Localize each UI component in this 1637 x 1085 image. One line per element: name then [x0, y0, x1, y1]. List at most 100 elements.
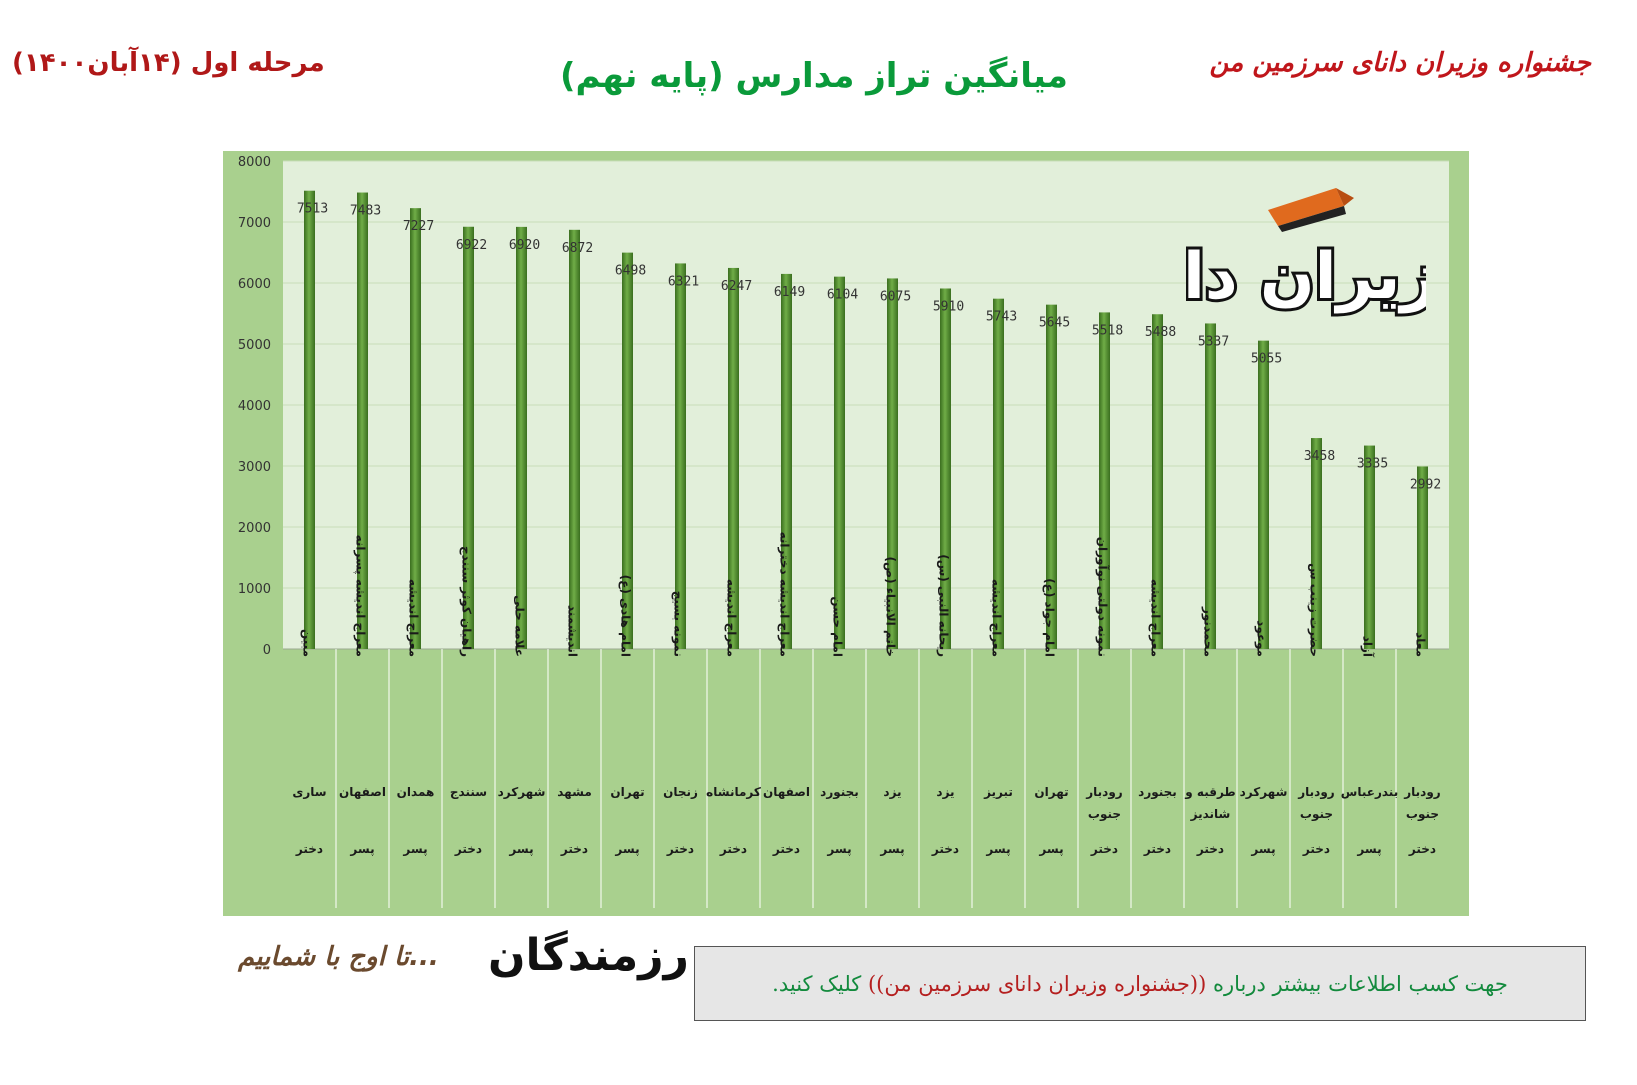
bar — [887, 278, 898, 649]
gender-label: دختر — [772, 842, 800, 856]
school-name-label: معراج اندیشه دخترانه — [778, 532, 792, 657]
stage-date-label: مرحله اول (۱۴آبان۱۴۰۰) — [12, 48, 325, 78]
data-label: 6321 — [668, 274, 699, 289]
city-label: بجنورد — [1138, 785, 1177, 800]
gender-label: پسر — [614, 842, 639, 856]
bar — [940, 288, 951, 649]
school-name-label: معراج اندیشه — [990, 579, 1004, 657]
gender-label: پسر — [349, 842, 374, 856]
school-name-label: نمونه دولتی نوآوران — [1095, 537, 1111, 657]
vaziran-dana-logo: وزیران دانا — [1186, 188, 1426, 317]
bar — [569, 229, 580, 650]
city-label: همدان — [397, 785, 435, 799]
data-label: 7513 — [297, 202, 328, 217]
book-mortarboard-icon — [1268, 188, 1354, 232]
gender-label: دختر — [1143, 842, 1171, 856]
data-label: 6920 — [509, 238, 540, 253]
bar — [463, 226, 474, 649]
y-tick-label: 7000 — [238, 216, 271, 231]
city-label: تهران — [610, 785, 644, 799]
city-label: کرمانشاه — [706, 785, 761, 799]
city-label: تبریز — [983, 785, 1013, 799]
city-label: سنندج — [450, 785, 487, 799]
logo-text: وزیران دانا — [1186, 240, 1426, 314]
gender-label: دختر — [1090, 842, 1118, 856]
brand-logo-text: رزمندگان — [488, 930, 690, 981]
bar — [357, 192, 368, 650]
bar-chart: 0 1000 2000 3000 4000 5000 6000 7000 8000 7513 مبی… — [223, 151, 1469, 916]
y-tick-label: 0 — [263, 643, 271, 658]
gender-label: دختر — [454, 842, 482, 856]
school-name-label: معاد — [1414, 632, 1428, 657]
bar — [834, 276, 845, 649]
data-label: 5337 — [1198, 334, 1229, 349]
school-name-label: موعود — [1254, 620, 1269, 657]
gender-label: دختر — [295, 842, 323, 856]
info-prefix: جهت کسب اطلاعات بیشتر درباره — [1213, 971, 1508, 996]
bar — [1046, 304, 1057, 649]
gender-label: پسر — [826, 842, 851, 856]
school-name-label: مبین — [301, 629, 315, 657]
bar — [675, 263, 686, 649]
gender-label: دختر — [719, 842, 747, 856]
bar — [1099, 312, 1110, 649]
bar — [622, 252, 633, 649]
gender-label: دختر — [931, 842, 959, 856]
gender-label: دختر — [560, 842, 588, 856]
y-tick-label: 4000 — [238, 399, 271, 414]
school-name-label: آزاد — [1361, 636, 1376, 658]
gender-label: پسر — [985, 842, 1010, 856]
gender-label: دختر — [1408, 842, 1436, 856]
info-festival-link[interactable]: ((جشنواره وزیران دانای سرزمین من)) — [867, 971, 1207, 996]
bar — [1205, 323, 1216, 649]
gender-label: پسر — [508, 842, 533, 856]
school-name-label: ریحانه النبی (س) — [937, 554, 951, 657]
data-label: 6872 — [562, 241, 593, 256]
info-link-box[interactable]: جهت کسب اطلاعات بیشتر درباره ((جشنواره و… — [694, 946, 1586, 1021]
bar — [993, 298, 1004, 649]
city-label: شهرکرد — [498, 785, 546, 799]
data-label: 5910 — [933, 299, 964, 314]
y-tick-label: 6000 — [238, 277, 271, 292]
school-name-label: علامه حلی — [513, 595, 527, 657]
gender-label: دختر — [1302, 842, 1330, 856]
school-name-label: امام حسن — [830, 596, 845, 657]
school-name-label: حضرت زینب س — [1308, 563, 1322, 657]
city-label: رودبار — [1085, 785, 1123, 800]
y-tick-label: 3000 — [238, 460, 271, 475]
slogan-text: تا اوج با شماییم... — [238, 942, 439, 972]
data-label: 6075 — [880, 289, 911, 304]
festival-name: جشنواره وزیران دانای سرزمین من — [1209, 48, 1591, 78]
gender-label: پسر — [402, 842, 427, 856]
data-label: 6922 — [456, 238, 487, 253]
city-label: شهرکرد — [1240, 785, 1288, 799]
data-label: 3335 — [1357, 457, 1388, 472]
bar — [728, 267, 739, 649]
school-name-label: معراج اندیشه — [407, 579, 421, 657]
y-tick-label: 2000 — [238, 521, 271, 536]
gender-label: دختر — [1196, 842, 1224, 856]
data-label: 6498 — [615, 264, 646, 279]
school-name-label: راهیان کوثر سنندج — [459, 546, 474, 657]
data-label: 7483 — [350, 204, 381, 219]
bar — [1258, 340, 1269, 649]
city-label: جنوب — [1300, 807, 1333, 822]
gender-label: پسر — [879, 842, 904, 856]
y-tick-label: 8000 — [238, 155, 271, 170]
data-label: 6149 — [774, 285, 805, 300]
city-label: رودبار — [1403, 785, 1441, 800]
city-label: زنجان — [663, 785, 698, 799]
chart-title: میانگین تراز مدارس (پایه نهم) — [560, 56, 1068, 96]
bar — [304, 190, 315, 649]
y-tick-label: 5000 — [238, 338, 271, 353]
bar — [1152, 314, 1163, 649]
city-label: مشهد — [557, 785, 592, 799]
school-name-label: معراج اندیشه پسرانه — [354, 535, 368, 657]
bar — [1364, 445, 1375, 649]
city-label: جنوب — [1088, 807, 1121, 822]
bar — [1311, 438, 1322, 649]
data-label: 5645 — [1039, 316, 1070, 331]
city-label: یزد — [936, 785, 954, 799]
data-label: 7227 — [403, 219, 434, 234]
bar — [410, 208, 421, 649]
